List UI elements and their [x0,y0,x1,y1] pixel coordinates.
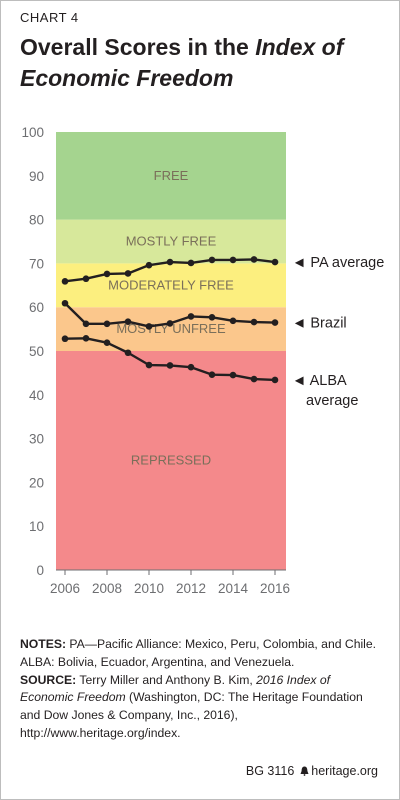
x-tick-label: 2006 [50,581,80,596]
y-tick-label: 30 [29,432,44,447]
y-tick-label: 100 [21,125,44,140]
chart-title: Overall Scores in the Index of Economic … [20,32,380,94]
band-label-moderately-free: MODERATELY FREE [108,277,234,292]
data-point-alba-average [271,376,279,384]
data-point-pa-average [166,258,174,266]
y-tick-label: 50 [29,344,44,359]
y-tick-label: 60 [29,300,44,315]
data-point-pa-average [187,259,195,267]
data-point-brazil [145,323,153,330]
data-point-brazil [103,320,111,328]
band-mostly-free [56,219,286,264]
report-code: BG 3116 [245,764,295,778]
data-point-brazil [166,320,174,327]
data-point-pa-average [103,270,111,278]
notes-label: NOTES: [20,637,67,651]
data-point-alba-average [82,334,90,342]
x-tick-label: 2012 [176,581,206,596]
data-point-alba-average [124,349,132,357]
y-tick-label: 90 [29,169,44,184]
notes-text: PA—Pacific Alliance: Mexico, Peru, Colom… [20,637,377,669]
band-repressed [56,351,286,570]
y-tick-label: 20 [29,475,44,490]
data-point-alba-average [166,362,174,369]
y-tick-label: 70 [29,256,44,271]
y-tick-label: 80 [29,213,44,228]
data-point-brazil [229,317,237,325]
x-tick-label: 2016 [260,581,290,596]
data-point-pa-average [61,278,69,285]
source-text-2: (Washington, DC: The Heritage Foundation… [20,690,363,740]
source-label: SOURCE: [20,672,77,687]
chart-number-label: CHART 4 [20,10,79,25]
x-tick-label: 2008 [92,581,122,596]
source-text-1: Terry Miller and Anthony B. Kim, [76,672,257,687]
band-mostly-unfree [56,307,286,351]
data-point-alba-average [103,339,111,346]
data-point-brazil [82,320,90,328]
data-point-pa-average [271,258,279,266]
data-point-alba-average [208,371,216,378]
title-part-italic: Index of Economic Freedom [20,34,344,91]
data-point-alba-average [145,361,153,369]
liberty-bell-icon [300,766,309,776]
y-tick-label: 10 [29,519,44,534]
data-point-alba-average [229,371,237,379]
series-label: average [306,393,358,409]
site-link[interactable]: heritage.org [311,764,378,778]
data-point-alba-average [187,363,195,371]
data-point-brazil [61,299,69,307]
data-point-alba-average [250,375,258,383]
data-point-pa-average [145,261,153,269]
data-point-pa-average [229,256,237,264]
data-point-pa-average [124,270,132,277]
band-label-free: FREE [154,168,189,183]
notes-block: NOTES: PA—Pacific Alliance: Mexico, Peru… [20,636,386,743]
band-free [56,132,286,220]
data-point-alba-average [61,335,69,343]
data-point-pa-average [250,256,258,263]
footer: BG 3116 heritage.org [246,764,378,778]
data-point-brazil [187,313,195,320]
data-point-brazil [124,318,132,325]
y-tick-label: 0 [36,563,44,578]
band-label-repressed: REPRESSED [131,453,211,468]
series-label: ◄ Brazil [292,316,347,332]
source-italic: 2016 Index of Economic Freedom [20,672,331,705]
y-tick-label: 40 [29,388,44,403]
band-moderately-free [56,263,286,308]
x-tick-label: 2010 [134,581,164,596]
data-point-pa-average [82,275,90,283]
data-point-brazil [250,318,258,326]
data-point-brazil [208,313,216,321]
band-label-mostly-free: MOSTLY FREE [126,234,217,249]
series-label: ◄ ALBA [292,373,347,389]
data-point-brazil [271,319,279,326]
data-point-pa-average [208,256,216,264]
x-tick-label: 2014 [218,581,249,596]
title-part-plain: Overall Scores in the [20,34,256,60]
series-label: ◄ PA average [292,255,384,271]
